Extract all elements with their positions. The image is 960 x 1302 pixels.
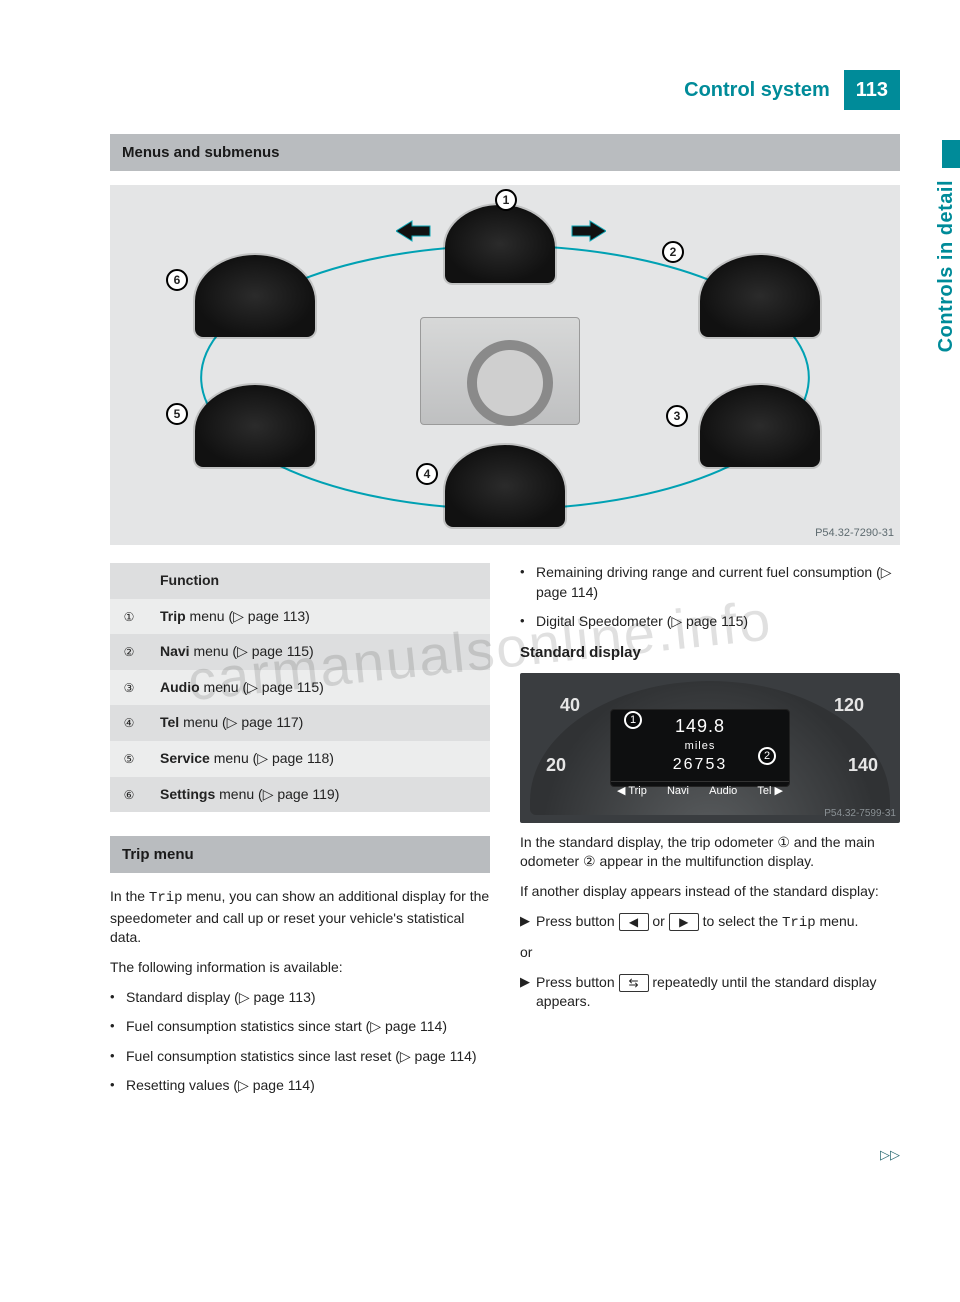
row-rest: menu (▷ page 117) <box>179 714 303 730</box>
std-steps-2: Press button ⇆ repeatedly until the stan… <box>520 973 900 1012</box>
tick-br: 140 <box>848 753 878 778</box>
row-bold: Navi <box>160 643 190 659</box>
continue-symbol: ▷▷ <box>110 1106 900 1164</box>
right-key-icon: ▶ <box>669 913 699 931</box>
step-or: or <box>520 943 900 963</box>
nav-left-arrow <box>396 219 432 243</box>
page-number: 113 <box>844 70 900 110</box>
row-num: ② <box>120 643 138 661</box>
row-bold: Settings <box>160 786 215 802</box>
gauge-1 <box>445 205 555 283</box>
inline-callout: ① <box>777 834 790 850</box>
row-bold: Audio <box>160 679 200 695</box>
text: to select the <box>699 913 782 929</box>
text: or <box>649 913 669 929</box>
std-para1: In the standard display, the trip odomet… <box>520 833 900 872</box>
std-steps: Press button ◀ or ▶ to select the Trip m… <box>520 912 900 934</box>
gauge-6 <box>195 255 315 337</box>
text: appear in the multifunction display. <box>596 853 814 869</box>
text: In the <box>110 888 149 904</box>
trip-intro: In the Trip menu, you can show an additi… <box>110 887 490 948</box>
figure-reference: P54.32-7599-31 <box>824 807 896 821</box>
mono-text: Trip <box>782 915 816 931</box>
step-item: Press button ◀ or ▶ to select the Trip m… <box>520 912 900 934</box>
text: Press button <box>536 974 619 990</box>
text: menu. <box>816 913 859 929</box>
row-bold: Tel <box>160 714 179 730</box>
row-bold: Trip <box>160 608 186 624</box>
row-num: ⑤ <box>120 750 138 768</box>
screen-menu-item: ◀ Trip <box>617 784 647 799</box>
std-para2: If another display appears instead of th… <box>520 882 900 902</box>
function-table-header: Function <box>150 563 490 599</box>
row-num: ⑥ <box>120 786 138 804</box>
trip-info-line: The following information is available: <box>110 958 490 978</box>
list-item: Fuel consumption statistics since start … <box>110 1017 490 1037</box>
left-key-icon: ◀ <box>619 913 649 931</box>
diagram-reference: P54.32-7290-31 <box>815 526 894 541</box>
trip-bullets-right: Remaining driving range and current fuel… <box>520 563 900 632</box>
screen-menu-item: Navi <box>667 784 689 799</box>
row-num: ① <box>120 608 138 626</box>
mono-text: Trip <box>149 890 183 906</box>
tick-tr: 120 <box>834 693 864 718</box>
side-tab: Controls in detail <box>932 180 960 352</box>
nav-right-arrow <box>570 219 606 243</box>
row-rest: menu (▷ page 115) <box>190 643 314 659</box>
tick-tl: 40 <box>560 693 580 718</box>
diagram-callout-2: 2 <box>662 241 684 263</box>
section-heading-trip: Trip menu <box>110 836 490 873</box>
gauge-3 <box>700 385 820 467</box>
list-item: Standard display (▷ page 113) <box>110 988 490 1008</box>
gauge-4 <box>445 445 565 527</box>
function-table: Function ① Trip menu (▷ page 113) ② Navi… <box>110 563 490 812</box>
row-bold: Service <box>160 750 210 766</box>
row-num: ④ <box>120 714 138 732</box>
standard-display-figure: 40 120 20 140 149.8 miles 26753 ◀ Trip N… <box>520 673 900 823</box>
back-key-icon: ⇆ <box>619 974 649 992</box>
table-row: ① Trip menu (▷ page 113) <box>110 599 490 635</box>
row-num: ③ <box>120 679 138 697</box>
figure-callout-1: 1 <box>624 711 642 729</box>
screen-menu-item: Tel ▶ <box>757 784 783 799</box>
row-rest: menu (▷ page 119) <box>215 786 339 802</box>
text: In the standard display, the trip odomet… <box>520 834 777 850</box>
trip-bullets-left: Standard display (▷ page 113) Fuel consu… <box>110 988 490 1096</box>
screen-menu-item: Audio <box>709 784 737 799</box>
side-tab-marker <box>942 140 960 168</box>
section-heading-menus: Menus and submenus <box>110 134 900 171</box>
menus-diagram: 1 2 3 4 5 6 P54.32-7290-31 <box>110 185 900 545</box>
steering-wheel-image <box>420 317 580 425</box>
diagram-callout-3: 3 <box>666 405 688 427</box>
table-row: ⑥ Settings menu (▷ page 119) <box>110 777 490 813</box>
header-title: Control system <box>684 70 840 110</box>
inline-callout: ② <box>583 853 596 869</box>
page-header: Control system 113 <box>110 70 900 110</box>
text: Press button <box>536 913 619 929</box>
gauge-5 <box>195 385 315 467</box>
row-rest: menu (▷ page 118) <box>210 750 334 766</box>
tick-bl: 20 <box>546 753 566 778</box>
diagram-callout-4: 4 <box>416 463 438 485</box>
table-row: ② Navi menu (▷ page 115) <box>110 634 490 670</box>
figure-callout-2: 2 <box>758 747 776 765</box>
step-item: Press button ⇆ repeatedly until the stan… <box>520 973 900 1012</box>
table-row: ⑤ Service menu (▷ page 118) <box>110 741 490 777</box>
diagram-callout-5: 5 <box>166 403 188 425</box>
list-item: Digital Speedometer (▷ page 115) <box>520 612 900 632</box>
diagram-callout-1: 1 <box>495 189 517 211</box>
list-item: Remaining driving range and current fuel… <box>520 563 900 602</box>
list-item: Fuel consumption statistics since last r… <box>110 1047 490 1067</box>
list-item: Resetting values (▷ page 114) <box>110 1076 490 1096</box>
table-row: ③ Audio menu (▷ page 115) <box>110 670 490 706</box>
row-rest: menu (▷ page 115) <box>200 679 324 695</box>
gauge-2 <box>700 255 820 337</box>
standard-display-heading: Standard display <box>520 642 900 663</box>
table-row: ④ Tel menu (▷ page 117) <box>110 705 490 741</box>
diagram-callout-6: 6 <box>166 269 188 291</box>
row-rest: menu (▷ page 113) <box>186 608 310 624</box>
